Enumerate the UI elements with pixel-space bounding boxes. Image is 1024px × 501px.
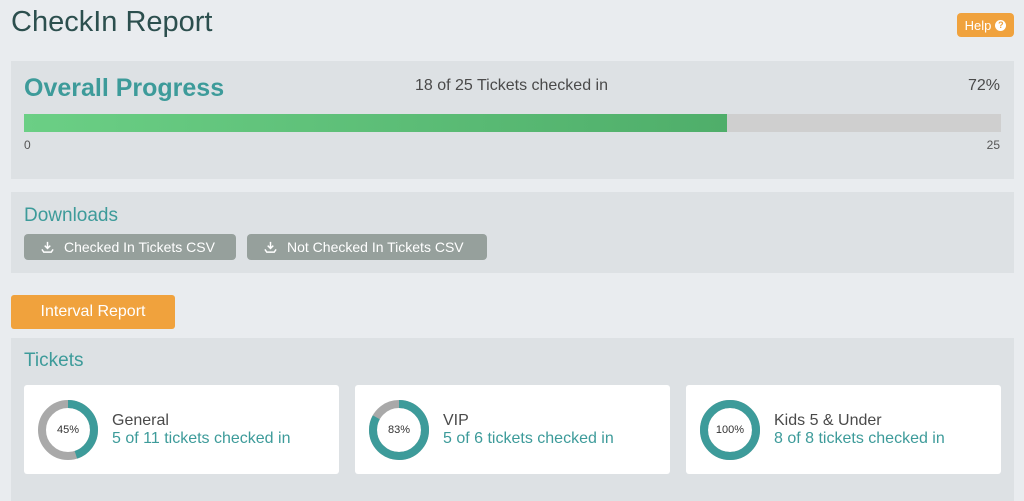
tickets-title: Tickets <box>24 350 84 371</box>
download-icon <box>264 241 277 253</box>
ticket-card-kids: 100% Kids 5 & Under 8 of 8 tickets check… <box>686 385 1001 474</box>
question-circle-icon: ? <box>995 19 1007 31</box>
overall-progress-title: Overall Progress <box>24 74 225 102</box>
help-label: Help <box>964 17 992 33</box>
checked-in-csv-button[interactable]: Checked In Tickets CSV <box>24 234 236 260</box>
progress-max-label: 25 <box>986 138 1000 152</box>
download-icon <box>41 241 54 253</box>
progress-donut <box>369 400 429 460</box>
page-title: CheckIn Report <box>11 6 213 38</box>
progress-min-label: 0 <box>24 138 31 152</box>
ticket-name: VIP <box>443 412 469 429</box>
ticket-card-vip: 83% VIP 5 of 6 tickets checked in <box>355 385 670 474</box>
overall-progress-summary: 18 of 25 Tickets checked in <box>415 77 608 94</box>
progress-donut <box>38 400 98 460</box>
help-button[interactable]: Help ? <box>957 13 1014 37</box>
donut-percent-label: 45% <box>56 424 80 436</box>
ticket-count: 5 of 11 tickets checked in <box>112 430 291 447</box>
checked-in-csv-label: Checked In Tickets CSV <box>64 239 215 255</box>
overall-progress-panel: Overall Progress 18 of 25 Tickets checke… <box>11 61 1014 179</box>
downloads-title: Downloads <box>24 205 118 226</box>
donut-percent-label: 100% <box>715 424 745 436</box>
donut-progress-arc <box>369 400 429 460</box>
ticket-card-general: 45% General 5 of 11 tickets checked in <box>24 385 339 474</box>
progress-fill <box>24 114 728 132</box>
not-checked-in-csv-label: Not Checked In Tickets CSV <box>287 239 464 255</box>
ticket-name: Kids 5 & Under <box>774 412 882 429</box>
donut-progress-arc <box>38 400 98 460</box>
donut-progress-arc <box>700 400 760 460</box>
tickets-panel: Tickets 45% General 5 of 11 tickets chec… <box>11 338 1014 501</box>
donut-percent-label: 83% <box>387 424 411 436</box>
ticket-count: 5 of 6 tickets checked in <box>443 430 614 447</box>
ticket-name: General <box>112 412 169 429</box>
progress-donut <box>700 400 760 460</box>
ticket-count: 8 of 8 tickets checked in <box>774 430 945 447</box>
progress-track <box>24 114 1001 132</box>
not-checked-in-csv-button[interactable]: Not Checked In Tickets CSV <box>247 234 487 260</box>
interval-report-button[interactable]: Interval Report <box>11 295 175 329</box>
downloads-panel: Downloads Checked In Tickets CSV Not Che… <box>11 192 1014 273</box>
overall-progress-percent: 72% <box>967 77 1000 94</box>
